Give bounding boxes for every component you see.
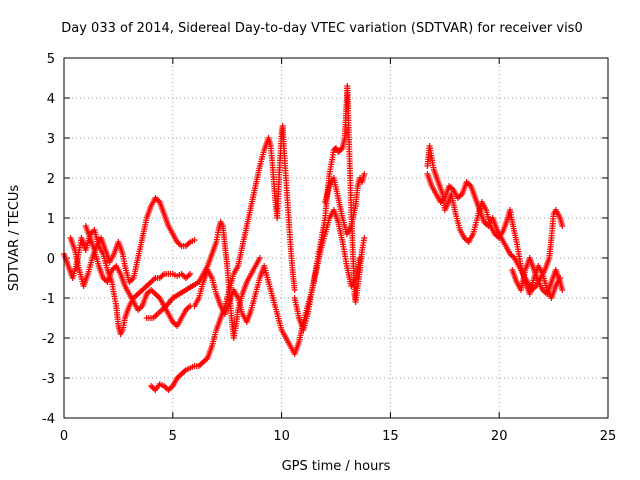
y-tick-label: 5 — [47, 52, 55, 67]
data-point — [559, 223, 566, 229]
gridlines — [64, 58, 608, 418]
data-point — [291, 287, 298, 293]
y-axis-label: SDTVAR / TECUs — [7, 185, 22, 292]
y-tick-label: 4 — [47, 92, 55, 107]
y-tick-label: 0 — [47, 252, 55, 267]
x-tick-label: 0 — [60, 429, 68, 444]
y-tick-label: 3 — [47, 132, 55, 147]
x-tick-label: 10 — [273, 429, 290, 444]
axis-ticks: 0 5 10 15 20 25 -4 -3 -2 -1 0 1 2 3 4 5 — [42, 52, 616, 444]
y-tick-label: -2 — [42, 332, 55, 347]
x-tick-label: 25 — [600, 429, 617, 444]
data-points — [61, 83, 566, 393]
chart-title: Day 033 of 2014, Sidereal Day-to-day VTE… — [61, 21, 582, 36]
data-point — [191, 237, 198, 243]
series-2 — [67, 195, 198, 289]
series-8 — [322, 171, 368, 237]
series-3 — [82, 223, 194, 329]
series-9 — [424, 143, 564, 301]
x-axis-label: GPS time / hours — [282, 459, 391, 474]
plot-frame — [63, 57, 609, 419]
data-point — [559, 287, 566, 293]
y-tick-label: 2 — [47, 172, 55, 187]
x-tick-label: 5 — [169, 429, 177, 444]
data-point — [256, 255, 263, 261]
series-6 — [148, 123, 298, 393]
y-tick-label: -1 — [42, 292, 55, 307]
x-tick-label: 15 — [382, 429, 399, 444]
y-tick-label: -3 — [42, 372, 55, 387]
data-point — [187, 271, 194, 277]
series-7 — [291, 83, 368, 333]
y-tick-label: 1 — [47, 212, 55, 227]
y-tick-label: -4 — [42, 412, 55, 427]
series-11 — [509, 255, 566, 297]
data-point — [361, 235, 368, 241]
data-point — [361, 171, 368, 177]
x-tick-label: 20 — [491, 429, 508, 444]
